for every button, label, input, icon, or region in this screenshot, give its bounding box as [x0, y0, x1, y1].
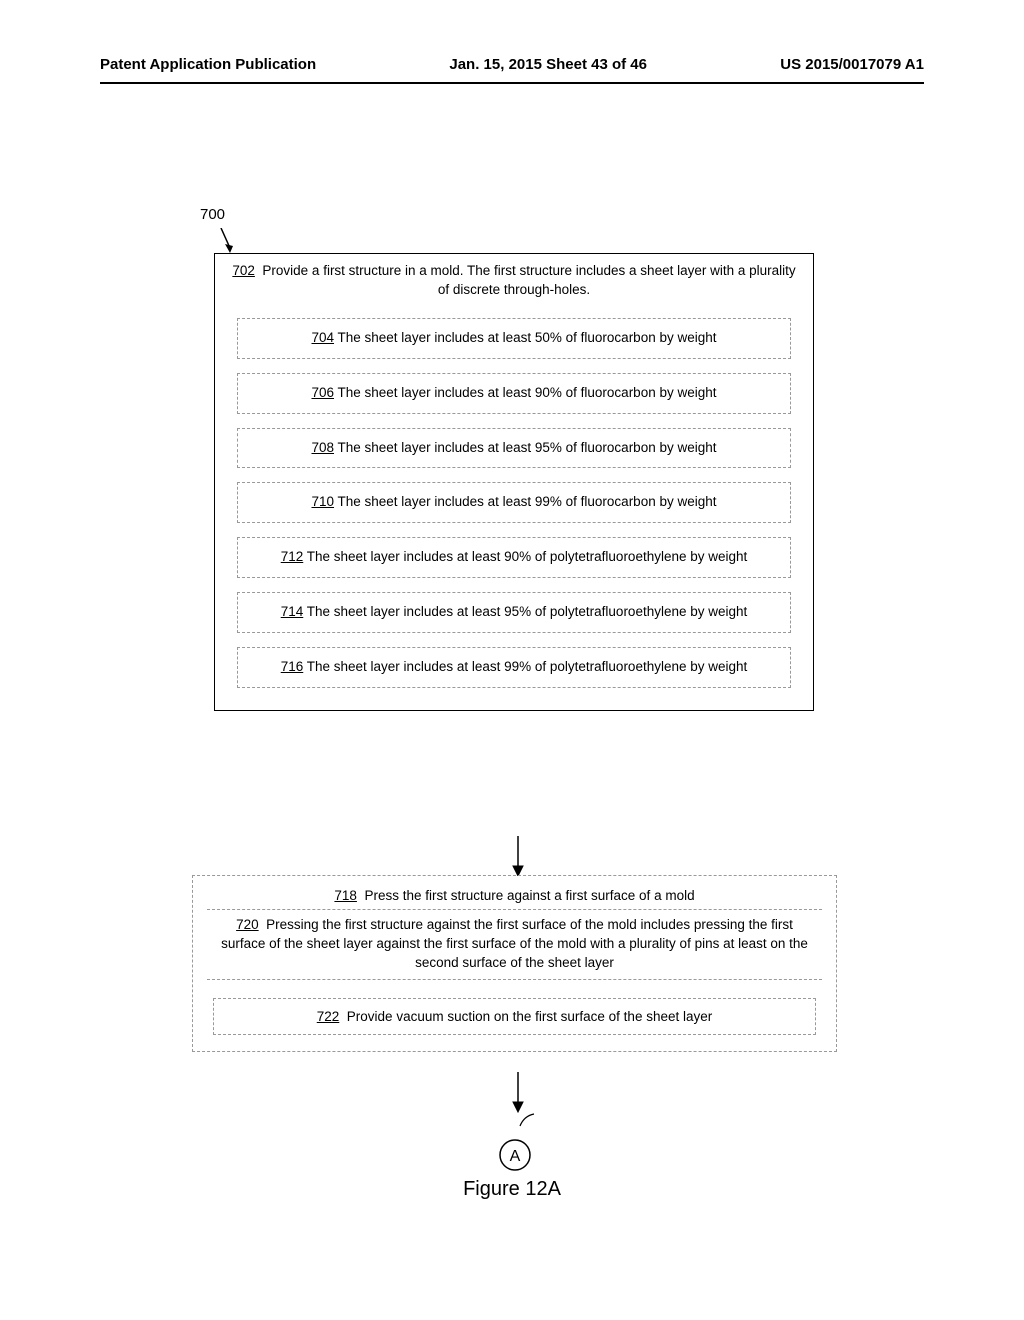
step-text: The sheet layer includes at least 99% of…: [334, 494, 716, 509]
step-text: Pressing the first structure against the…: [221, 917, 808, 970]
step-712-box: 712 The sheet layer includes at least 90…: [237, 537, 791, 578]
flow-arrow-icon: [512, 1072, 542, 1138]
step-708-box: 708 The sheet layer includes at least 95…: [237, 428, 791, 469]
step-text: Provide a first structure in a mold. The…: [262, 263, 795, 297]
step-text: Provide vacuum suction on the first surf…: [347, 1009, 712, 1024]
step-text: The sheet layer includes at least 90% of…: [303, 549, 747, 564]
connector-label: A: [510, 1148, 521, 1165]
step-716-box: 716 The sheet layer includes at least 99…: [237, 647, 791, 688]
header-right: US 2015/0017079 A1: [780, 56, 924, 73]
step-number: 706: [311, 385, 334, 400]
step-number: 718: [334, 888, 357, 903]
step-704-box: 704 The sheet layer includes at least 50…: [237, 318, 791, 359]
header-rule: [100, 82, 924, 84]
header-left: Patent Application Publication: [100, 56, 316, 73]
step-number: 720: [236, 917, 259, 932]
step-number: 710: [311, 494, 334, 509]
step-714-box: 714 The sheet layer includes at least 95…: [237, 592, 791, 633]
step-number: 708: [311, 440, 334, 455]
step-710-box: 710 The sheet layer includes at least 99…: [237, 482, 791, 523]
step-722-box: 722 Provide vacuum suction on the first …: [213, 998, 816, 1035]
step-number: 704: [311, 330, 334, 345]
step-text: The sheet layer includes at least 95% of…: [334, 440, 716, 455]
step-text: The sheet layer includes at least 99% of…: [303, 659, 747, 674]
header-center: Jan. 15, 2015 Sheet 43 of 46: [449, 56, 647, 73]
page-header: Patent Application Publication Jan. 15, …: [0, 56, 1024, 73]
step-text: The sheet layer includes at least 90% of…: [334, 385, 716, 400]
step-number: 716: [281, 659, 304, 674]
figure-reference-number: 700: [200, 206, 225, 223]
step-number: 702: [232, 263, 255, 278]
step-718-title: 718 Press the first structure against a …: [207, 886, 822, 907]
step-702-title: 702 Provide a first structure in a mold.…: [225, 262, 803, 304]
flowchart-connector-a: A: [497, 1137, 533, 1173]
step-718-box: 718 Press the first structure against a …: [192, 875, 837, 1052]
figure-caption: Figure 12A: [0, 1178, 1024, 1201]
step-number: 712: [281, 549, 304, 564]
step-720-box: 720 Pressing the first structure against…: [207, 909, 822, 980]
flow-arrow-icon: [512, 836, 524, 876]
step-702-box: 702 Provide a first structure in a mold.…: [214, 253, 814, 711]
step-706-box: 706 The sheet layer includes at least 90…: [237, 373, 791, 414]
step-number: 722: [317, 1009, 340, 1024]
step-text: The sheet layer includes at least 95% of…: [303, 604, 747, 619]
step-text: Press the first structure against a firs…: [364, 888, 694, 903]
step-text: The sheet layer includes at least 50% of…: [334, 330, 716, 345]
reference-arrow-icon: [218, 228, 238, 256]
step-number: 714: [281, 604, 304, 619]
